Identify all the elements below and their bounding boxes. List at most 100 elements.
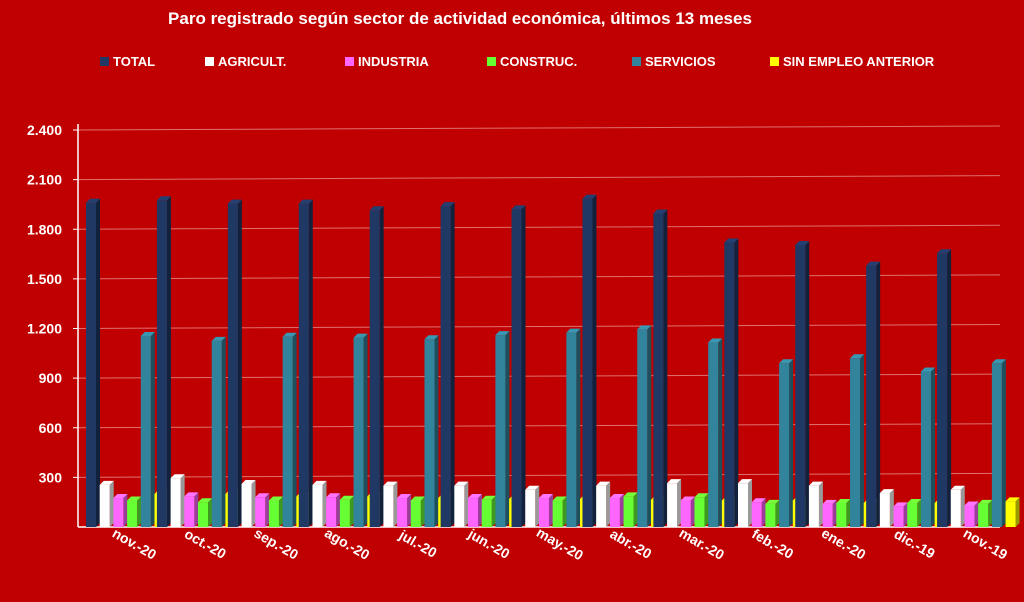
bar [326,493,341,527]
bar [113,494,128,527]
bar-front [86,202,96,528]
bar-group-mar-20 [653,209,736,528]
bar [255,493,270,527]
bar-top [184,492,199,497]
bar-front [99,484,110,527]
bar-top [227,199,242,204]
bar [680,496,695,527]
legend-label: TOTAL [113,54,155,69]
bar-front [525,489,536,527]
bar-front [211,340,222,527]
bar [738,479,753,527]
bar [667,479,682,527]
bar-front [738,483,749,527]
bar-top [255,493,270,498]
bar-side [434,335,439,527]
bar-side [562,496,567,527]
bar-front [623,496,634,527]
bar [751,498,766,527]
bar-side [123,494,128,527]
bar-side [237,199,242,527]
legend-label: SERVICIOS [645,54,716,69]
bar [653,209,668,528]
bar-front [653,213,664,528]
bar-front [680,500,691,527]
bar-top [937,249,952,254]
bar-side [109,480,114,527]
bar [397,494,412,527]
gridline [77,175,1001,181]
bar-top [339,495,354,500]
bar-side [805,240,810,527]
bar-top [609,494,624,499]
bar-top [170,474,185,479]
bar-front [255,497,266,527]
bar [708,338,723,527]
bar-side [889,489,894,527]
bar-front [893,506,904,527]
bar [511,205,526,527]
legend-item-servicios: SERVICIOS [632,54,716,69]
bar-top [298,199,313,204]
bar-front [694,497,705,527]
bar-front [637,329,648,527]
bar-top [808,481,823,486]
bar-top [156,196,171,201]
bar-front [113,498,124,527]
bar [410,496,425,527]
bar-top [991,359,1006,364]
bar-top [623,492,638,497]
legend-item-sin-empleo-anterior: SIN EMPLEO ANTERIOR [770,54,935,69]
bar-front [454,485,465,527]
legend-label: AGRICULT. [218,54,286,69]
bar-front [511,209,522,527]
bar-side [464,481,469,527]
bar-side [535,485,540,527]
bar-side [619,494,624,527]
bar [241,479,256,527]
bar-side [704,493,709,527]
bar-front [424,339,435,527]
bar-side [633,492,638,527]
bar-front [552,500,563,527]
bar-front [184,496,195,527]
bar-top [397,494,412,499]
legend-swatch [205,57,214,66]
bar-top [511,205,526,210]
bar-side [1001,359,1006,527]
bar-front [298,203,309,527]
bar-side [1015,497,1020,527]
bar-front [481,499,492,527]
bar-front [339,499,350,527]
bar [298,199,313,527]
bar-top [836,499,851,504]
bar-side [592,194,597,527]
bar-side [734,238,739,527]
y-tick-label: 600 [39,420,63,436]
bar-front [227,203,238,527]
bar-front [127,500,138,527]
bar [156,196,171,528]
bar-top [850,354,865,359]
y-tick-label: 900 [39,370,63,386]
bar-top [86,198,100,203]
bar-top [525,485,540,490]
bar-top [211,336,226,341]
bar-front [170,478,181,527]
bar-side [265,493,270,527]
bar-front [538,498,549,527]
bar [822,499,837,527]
bar-side [363,333,368,527]
bar-top [751,498,766,503]
bar [495,331,510,527]
bars [86,194,1020,528]
bar-front [369,210,380,527]
bar-top [312,480,327,485]
bar-top [383,481,398,486]
bar-top [468,494,483,499]
bar-front [397,498,408,527]
bar-top [738,479,753,484]
bar-side [947,249,952,527]
bar-side [761,498,766,527]
